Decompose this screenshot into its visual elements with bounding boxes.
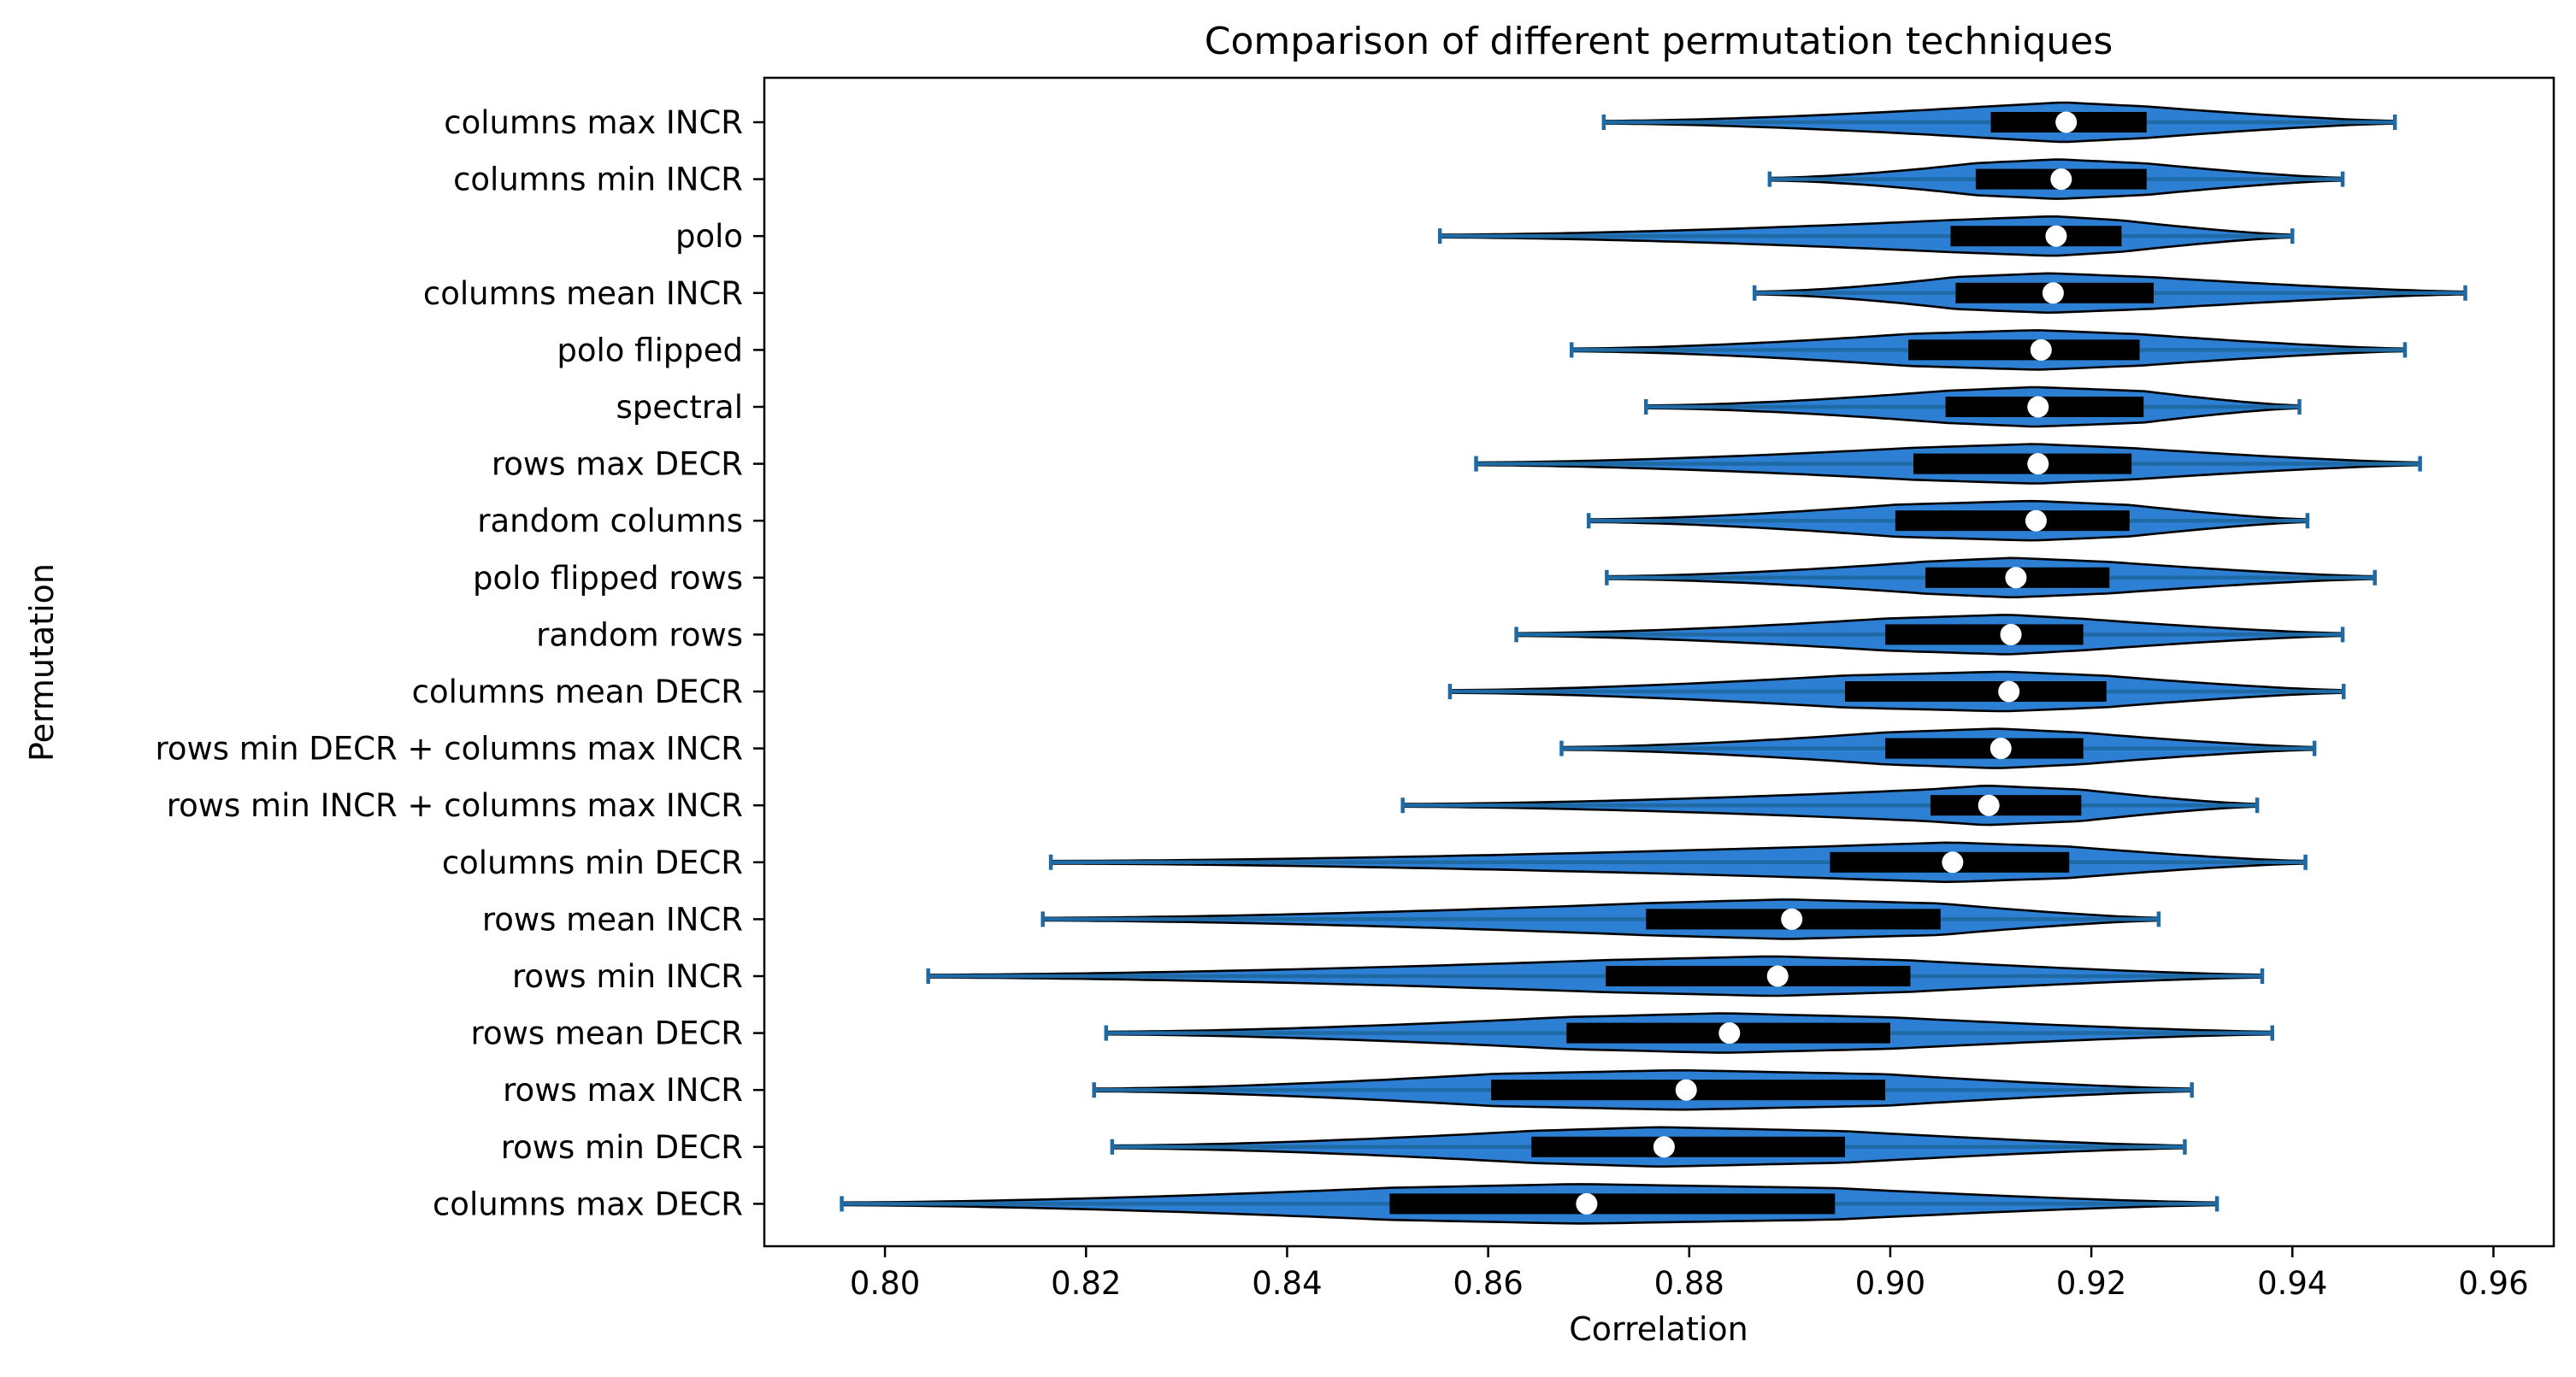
iqr-box (1908, 339, 2140, 361)
violin-group (1437, 215, 2295, 257)
y-tick-label: columns min INCR (453, 162, 743, 198)
median-dot (2030, 338, 2052, 361)
iqr-box (1389, 1193, 1836, 1215)
iqr-box (1885, 738, 2084, 759)
y-tick-label: rows min DECR (501, 1129, 743, 1166)
median-dot (1675, 1079, 1697, 1101)
chart-title: Comparison of different permutation tech… (1205, 20, 2113, 63)
median-dot (1576, 1192, 1598, 1215)
iqr-box (1531, 1136, 1846, 1157)
y-tick-label: columns max INCR (444, 104, 743, 141)
x-tick-label: 0.86 (1453, 1265, 1523, 1302)
y-tick-label: spectral (616, 389, 743, 426)
violin-group (840, 1183, 2219, 1225)
violin-group (1474, 443, 2422, 485)
median-dot (2000, 623, 2022, 645)
violin-group (1601, 101, 2397, 144)
x-tick-label: 0.96 (2458, 1265, 2528, 1302)
violin-group (1447, 670, 2346, 713)
median-dot (2025, 509, 2047, 532)
violin-group (1643, 385, 2302, 428)
violin-group (1752, 272, 2467, 315)
violin-group (1400, 784, 2260, 827)
iqr-box (1606, 966, 1911, 986)
x-axis-label: Correlation (1569, 1310, 1748, 1348)
median-dot (2042, 282, 2064, 304)
violin-group (1559, 727, 2317, 769)
violins-layer (840, 101, 2467, 1225)
iqr-box (1845, 681, 2107, 702)
violin-group (1104, 1012, 2275, 1054)
median-dot (2050, 168, 2072, 191)
median-dot (1978, 794, 2000, 816)
y-tick-label: columns max DECR (433, 1186, 743, 1222)
x-tick-label: 0.92 (2056, 1265, 2126, 1302)
median-dot (2045, 225, 2067, 247)
median-dot (2027, 453, 2049, 475)
y-tick-label: columns mean DECR (412, 674, 743, 710)
violin-group (1586, 499, 2310, 542)
median-dot (1998, 680, 2020, 703)
y-tick-label: polo flipped (557, 332, 743, 368)
x-tick-label: 0.88 (1654, 1265, 1724, 1302)
y-tick-label: rows mean DECR (471, 1015, 743, 1052)
y-tick-label: rows min INCR + columns max INCR (167, 787, 743, 824)
median-dot (1766, 965, 1789, 987)
y-tick-label: rows max INCR (503, 1072, 743, 1109)
iqr-box (1930, 795, 2082, 816)
median-dot (1781, 908, 1803, 930)
x-tick-label: 0.94 (2257, 1265, 2327, 1302)
y-tick-label: columns mean INCR (423, 275, 743, 312)
median-dot (2027, 396, 2049, 418)
x-tick-label: 0.90 (1855, 1265, 1925, 1302)
y-tick-label: rows max DECR (492, 446, 743, 483)
y-tick-label: random columns (477, 503, 743, 539)
violin-group (1767, 158, 2345, 200)
violin-group (1092, 1068, 2194, 1111)
violin-group (1514, 614, 2345, 656)
y-tick-label: rows mean INCR (482, 901, 743, 938)
violin-group (1605, 556, 2377, 599)
median-dot (2055, 111, 2078, 133)
y-tick-label: polo (675, 218, 743, 255)
iqr-box (1950, 226, 2122, 247)
violin-group (1040, 898, 2161, 940)
median-dot (1653, 1136, 1675, 1158)
iqr-box (1913, 453, 2132, 474)
violin-group (1110, 1126, 2187, 1168)
y-tick-label: random rows (536, 616, 743, 653)
median-dot (1718, 1022, 1741, 1045)
violin-group (1569, 329, 2408, 371)
violin-group (926, 955, 2265, 997)
x-tick-label: 0.82 (1051, 1265, 1121, 1302)
y-tick-label: polo flipped rows (473, 560, 743, 597)
iqr-box (1885, 624, 2084, 645)
y-axis-label: Permutation (23, 563, 61, 762)
axes-layer: columns max INCR columns min INCR polo colu… (155, 104, 2528, 1302)
median-dot (2005, 567, 2027, 589)
median-dot (1942, 851, 1964, 874)
iqr-box (1895, 510, 2130, 532)
y-tick-label: columns min DECR (442, 844, 743, 881)
y-tick-label: rows min DECR + columns max INCR (155, 731, 743, 768)
violin-group (1048, 841, 2308, 884)
plot-frame (763, 76, 2555, 1248)
median-dot (1989, 738, 2012, 760)
x-tick-label: 0.80 (850, 1265, 920, 1302)
y-tick-label: rows min INCR (512, 958, 743, 995)
x-tick-label: 0.84 (1252, 1265, 1322, 1302)
